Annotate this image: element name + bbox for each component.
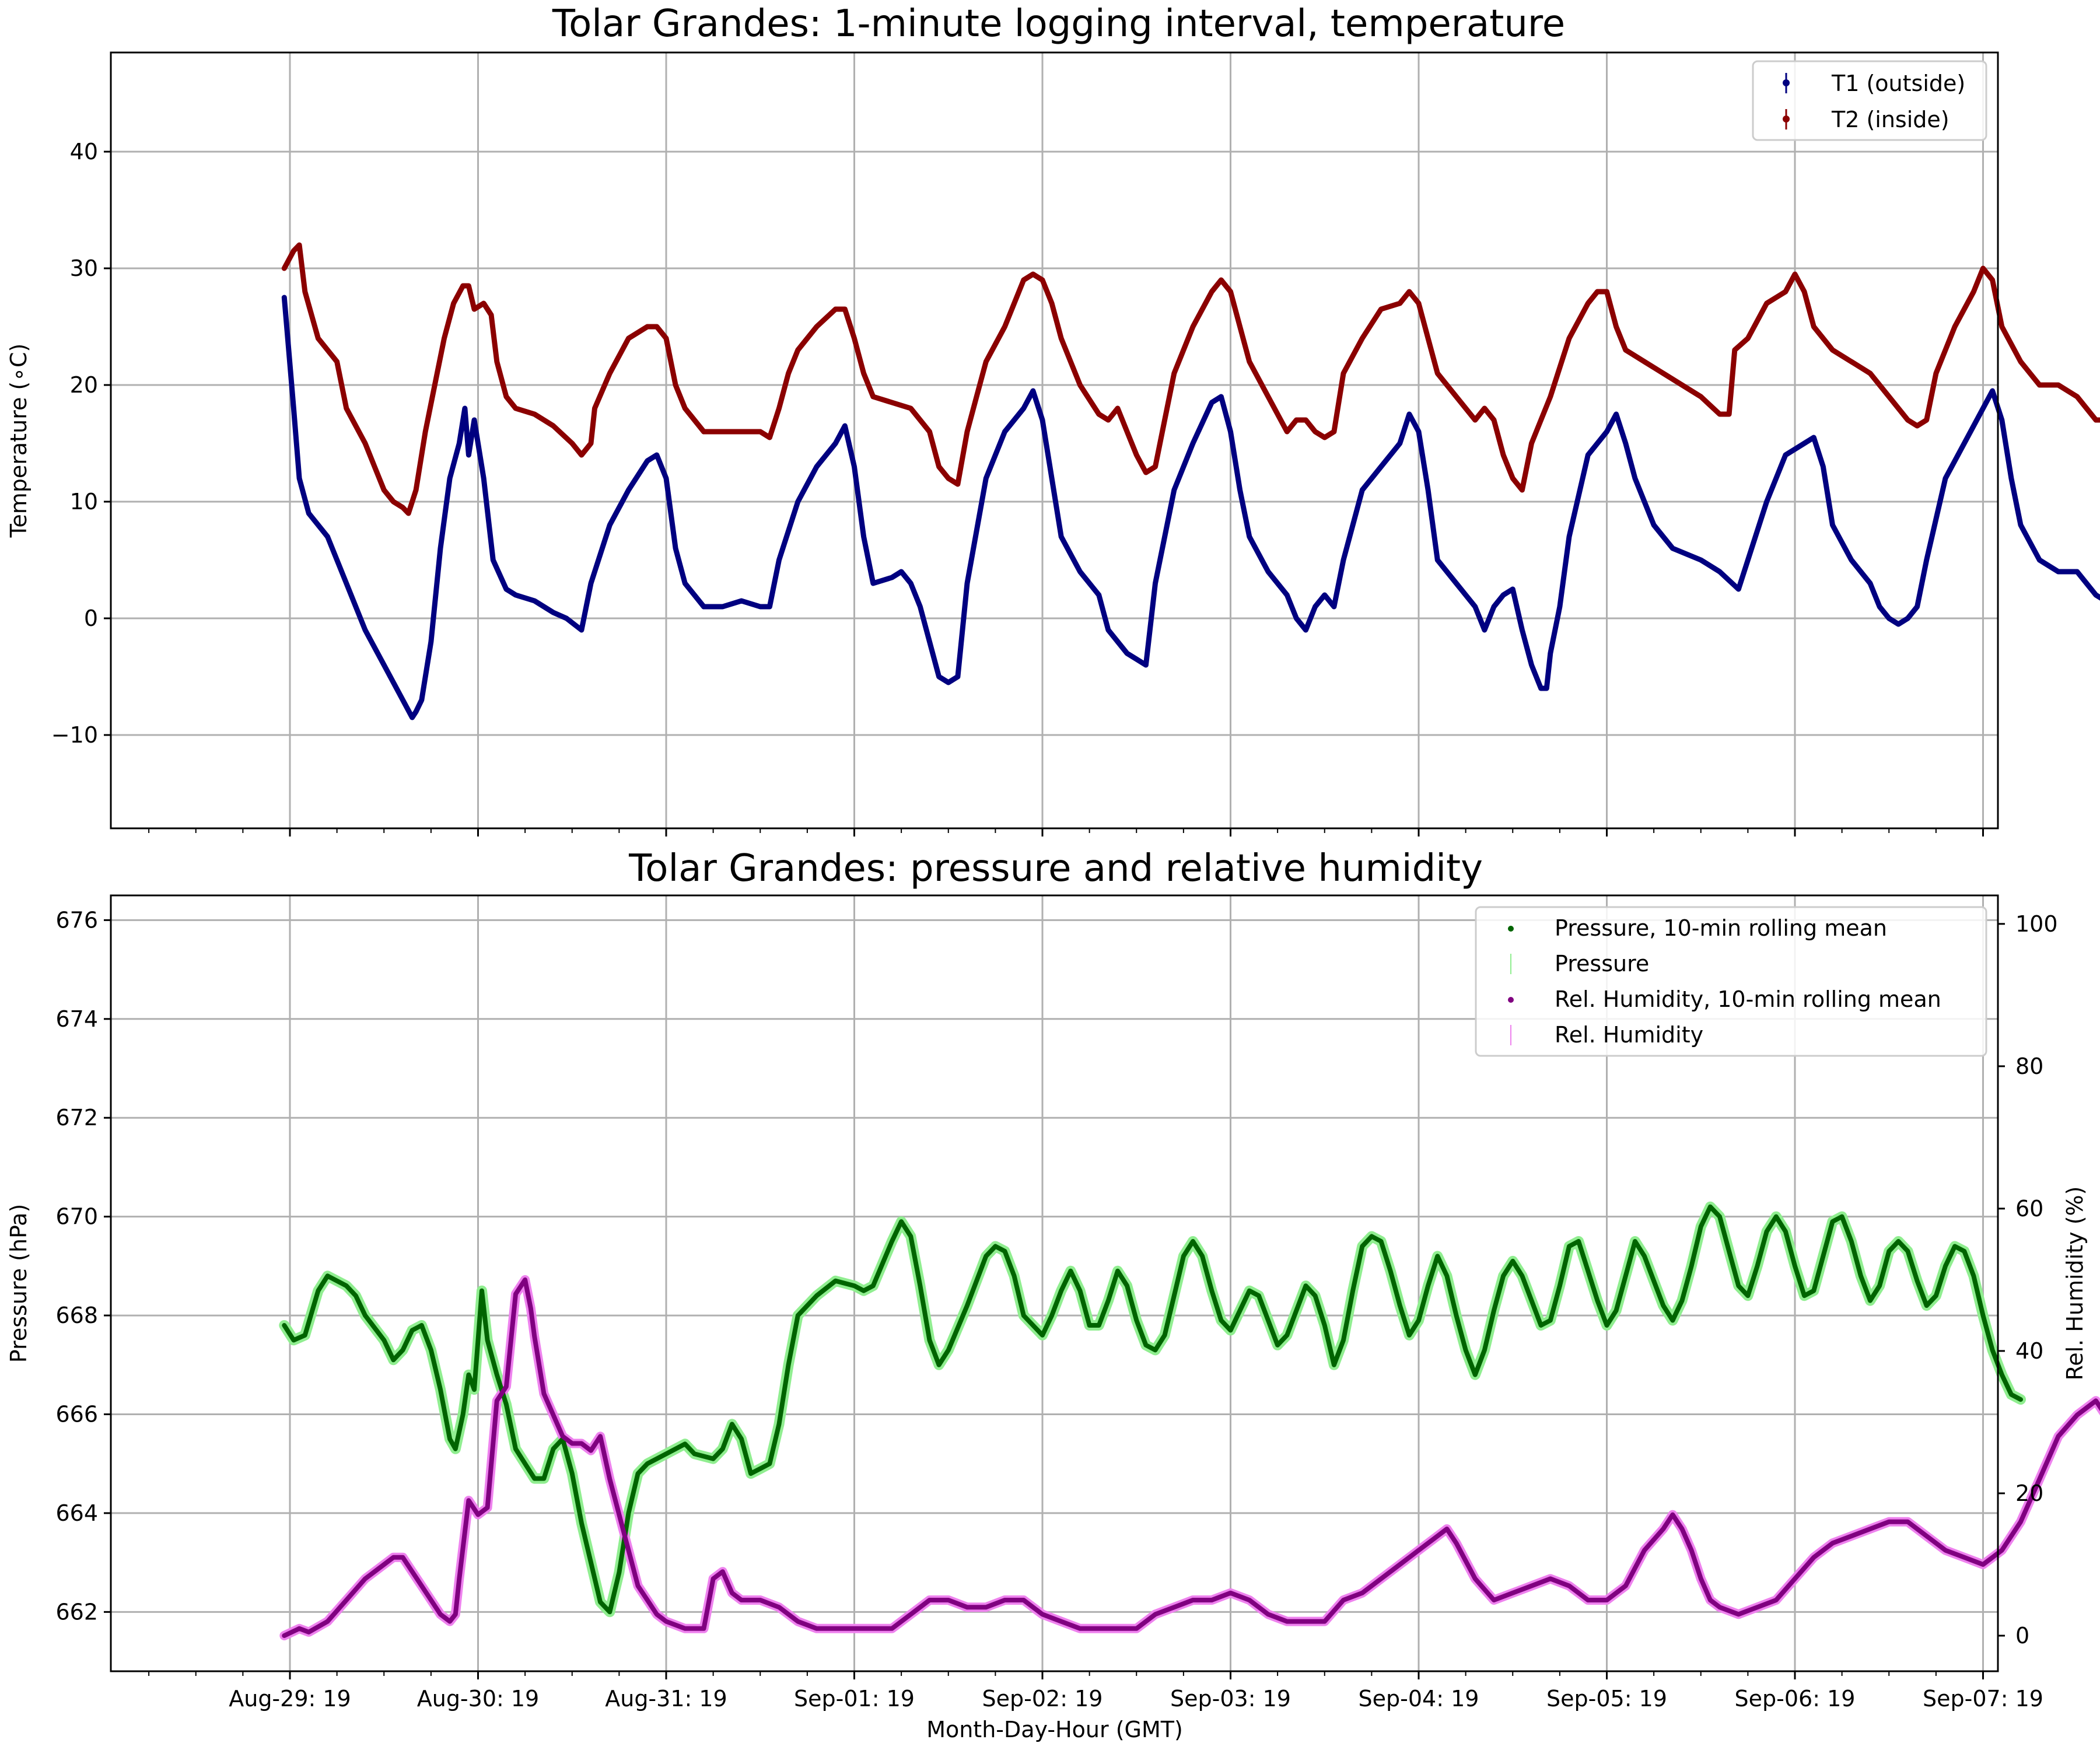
x-tick-label: Sep-05: 19	[1546, 1686, 1667, 1712]
x-tick-label: Aug-30: 19	[417, 1686, 540, 1712]
x-tick-label: Sep-03: 19	[1170, 1686, 1291, 1712]
legend-humidity-raw-label: Rel. Humidity	[1555, 1022, 1703, 1048]
humidity-mean-line	[282, 1277, 2100, 1638]
legend-t1-marker	[1783, 73, 1790, 93]
y-tick-label: 40	[70, 139, 98, 164]
y-tick-label: 664	[55, 1500, 98, 1526]
temperature-chart: Tolar Grandes: 1-minute logging interval…	[6, 2, 2100, 836]
y-tick-label: 662	[55, 1599, 98, 1625]
pressure-raw-line	[279, 1201, 2026, 1618]
temperature-x-ticks	[148, 828, 1984, 836]
y-tick-label: 30	[70, 256, 98, 281]
right-tick-label: 0	[2015, 1623, 2029, 1648]
right-tick-label: 100	[2015, 911, 2058, 937]
temperature-y-label: Temperature (∘C)	[6, 344, 32, 538]
temperature-series	[281, 242, 2100, 720]
humidity-y-ticks: 0 20 40 60 80 100	[1998, 911, 2058, 1648]
legend-pressure-mean-marker	[1508, 926, 1514, 932]
t1-series-line	[281, 295, 2100, 720]
x-tick-label: Aug-31: 19	[605, 1686, 727, 1712]
temperature-legend-box	[1752, 60, 1987, 141]
humidity-raw-line	[279, 1275, 2100, 1640]
legend-t2-marker	[1783, 109, 1790, 130]
legend-humidity-mean-label: Rel. Humidity, 10-min rolling mean	[1555, 986, 1941, 1012]
y-tick-label: 10	[70, 489, 98, 514]
legend-pressure-raw-label: Pressure	[1555, 951, 1649, 977]
t2-series-line	[281, 242, 2100, 516]
right-tick-label: 60	[2015, 1196, 2043, 1222]
humidity-y-label: Rel. Humidity (%)	[2062, 1186, 2088, 1381]
right-tick-label: 80	[2015, 1054, 2043, 1079]
x-tick-label: Sep-01: 19	[794, 1686, 915, 1712]
x-axis-label: Month-Day-Hour (GMT)	[926, 1717, 1183, 1742]
x-tick-label: Aug-29: 19	[229, 1686, 351, 1712]
x-tick-label: Sep-06: 19	[1735, 1686, 1856, 1712]
legend-t2-label: T2 (inside)	[1831, 107, 1950, 132]
pressure-plot-frame	[110, 894, 1999, 1672]
legend-t1-label: T1 (outside)	[1831, 71, 1965, 96]
temperature-grid	[111, 52, 1998, 828]
pressure-mean-line	[282, 1204, 2023, 1615]
temperature-plot-frame	[110, 51, 1999, 830]
x-tick-label: Sep-07: 19	[1923, 1686, 2043, 1712]
y-tick-label: 676	[55, 907, 98, 933]
y-tick-label: 0	[84, 606, 98, 631]
legend-humidity-mean-marker	[1508, 997, 1514, 1003]
pressure-humidity-series	[279, 1201, 2100, 1640]
temperature-y-ticks: −10 0 10 20 30 40	[51, 139, 111, 748]
pressure-y-label: Pressure (hPa)	[6, 1204, 32, 1363]
pressure-humidity-legend-box	[1475, 906, 1987, 1057]
pressure-x-ticks: Aug-29: 19 Aug-30: 19 Aug-31: 19 Sep-01: 19…	[148, 1671, 2043, 1712]
x-tick-label: Sep-04: 19	[1359, 1686, 1479, 1712]
y-tick-label: 670	[55, 1204, 98, 1230]
pressure-humidity-chart: Tolar Grandes: pressure and relative hum…	[6, 847, 2100, 1742]
y-tick-label: 666	[55, 1401, 98, 1427]
pressure-y-ticks: 662 664 666 668 670 672 674 676	[55, 907, 111, 1625]
y-tick-label: 672	[55, 1105, 98, 1130]
temperature-legend: T1 (outside) T2 (inside)	[1752, 60, 1987, 141]
right-tick-label: 40	[2015, 1338, 2043, 1364]
legend-pressure-mean-label: Pressure, 10-min rolling mean	[1555, 915, 1887, 941]
y-tick-label: −10	[51, 722, 98, 748]
y-tick-label: 668	[55, 1303, 98, 1328]
y-tick-label: 20	[70, 372, 98, 398]
right-tick-label: 20	[2015, 1480, 2043, 1506]
temperature-chart-title: Tolar Grandes: 1-minute logging interval…	[552, 2, 1565, 46]
pressure-humidity-legend: Pressure, 10-min rolling mean Pressure R…	[1475, 906, 1987, 1057]
y-tick-label: 674	[55, 1006, 98, 1032]
x-tick-label: Sep-02: 19	[982, 1686, 1103, 1712]
pressure-humidity-chart-title: Tolar Grandes: pressure and relative hum…	[628, 847, 1483, 890]
